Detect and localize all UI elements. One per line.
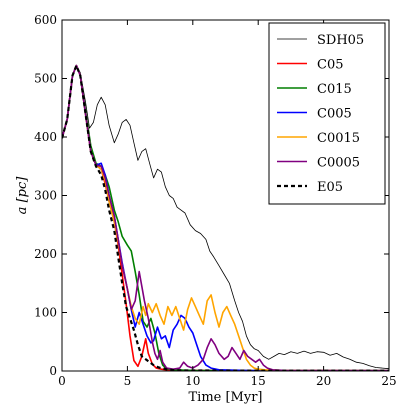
x-tick-label: 15 [251,374,266,388]
y-axis-label-main: a [15,207,30,215]
x-tick-label: 0 [58,374,66,388]
y-tick-label: 500 [34,72,57,86]
legend-label-c0015: C0015 [317,131,360,146]
y-tick-label: 200 [34,247,57,261]
x-tick-label: 20 [316,374,331,388]
y-tick-label: 0 [49,364,57,378]
series-line-sdh05 [62,65,389,370]
legend-label-e05: E05 [317,180,343,195]
y-axis-label-unit: [pc] [15,176,30,203]
legend-label-sdh05: SDH05 [317,33,364,48]
y-tick-label: 300 [34,189,57,203]
series-line-c0015 [62,64,389,371]
x-tick-label: 10 [185,374,200,388]
legend-label-c05: C05 [317,58,344,73]
ticks-layer: 0 5 10 15 20 25 0 100 200 300 400 500 600 [34,13,397,388]
y-axis-label: a [pc] [15,176,30,215]
x-tick-label: 5 [124,374,132,388]
legend-label-c015: C015 [317,82,352,97]
y-tick-label: 400 [34,130,57,144]
series-layer [62,64,389,371]
x-axis-label: Time [Myr] [189,390,263,405]
legend-label-c0005: C0005 [317,156,360,171]
series-line-c0005 [62,64,389,371]
legend-box [268,22,386,205]
legend: SDH05 C05 C015 C005 C0015 C0005 E05 [268,22,386,205]
series-line-e05 [62,64,389,371]
y-tick-label: 600 [34,13,57,27]
legend-label-c005: C005 [317,107,352,122]
y-tick-label: 100 [34,306,57,320]
x-tick-label: 25 [381,374,396,388]
